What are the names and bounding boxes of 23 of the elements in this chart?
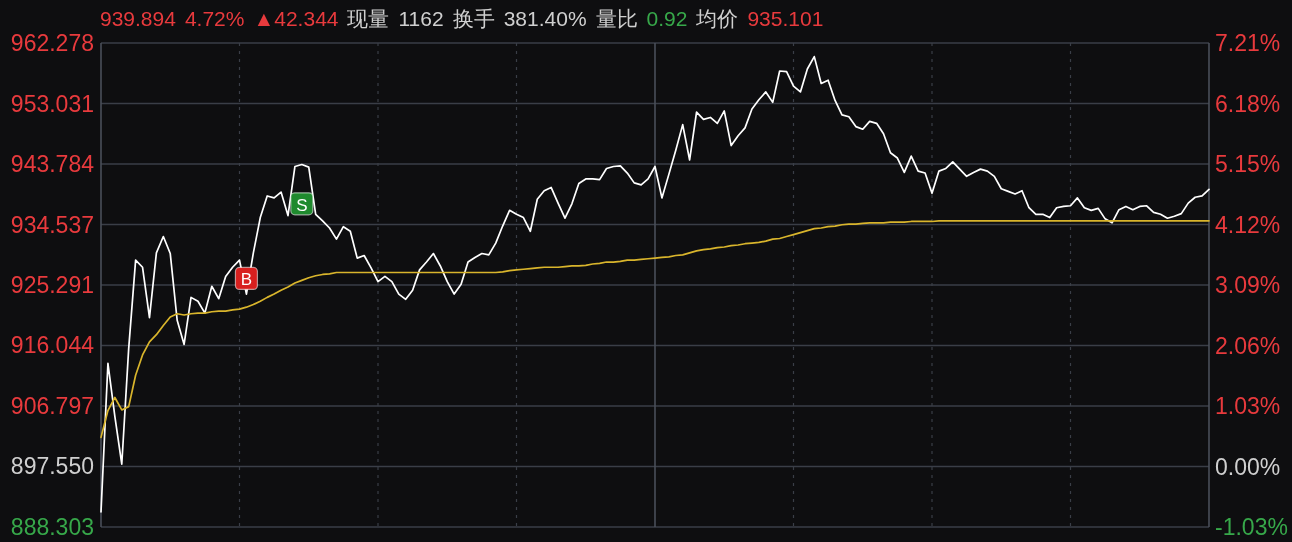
y2-tick-label: 0.00% [1215,453,1281,480]
line-series [100,55,1210,513]
y2-tick-label: 5.15% [1215,151,1281,177]
y-tick-label: 934.537 [10,211,94,238]
chart-title: 939.894 4.72% ▲42.344 现量 1162 换手 381.40% 量比 0.92 均价 935.101 [100,6,824,30]
series-label: S [296,195,308,215]
y2-tick-label: 2.06% [1215,332,1281,359]
y2-tick-label: -1.03% [1215,514,1288,540]
y2-tick-label: 1.03% [1215,393,1281,419]
y2-tick-label: 7.21% [1215,30,1281,56]
y-tick-label: 916.044 [10,332,95,359]
y-tick-label: 897.550 [10,453,94,480]
y-tick-label: 925.291 [10,272,94,298]
y2-tick-label: 3.09% [1215,272,1281,298]
series-label: B [240,269,253,289]
line-series [100,219,1210,439]
y-tick-label: 943.784 [10,151,95,177]
y-tick-label: 953.031 [10,90,94,117]
y-tick-label: 906.797 [10,393,94,419]
y-tick-label: 962.278 [10,30,94,56]
y2-tick-label: 4.12% [1215,211,1281,238]
y-tick-label: 888.303 [10,514,94,540]
y2-tick-label: 6.18% [1215,90,1281,117]
